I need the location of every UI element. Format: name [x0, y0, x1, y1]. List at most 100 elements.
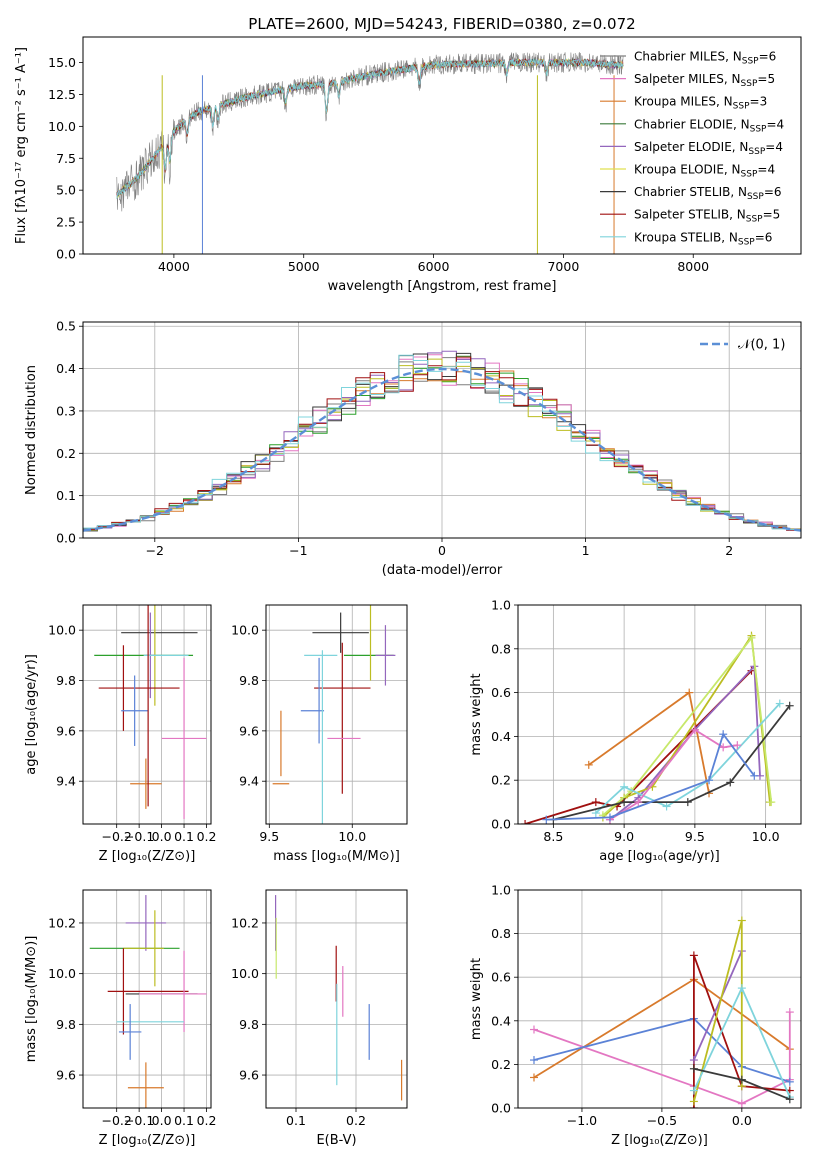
model-spectrum-line [116, 58, 624, 199]
y-tick-label: 7.5 [56, 151, 76, 166]
y-tick-label: 0.4 [491, 729, 511, 744]
axes-frame [517, 889, 802, 1109]
x-tick-label: −0.5 [647, 1113, 677, 1128]
y-tick-label: 0.5 [56, 319, 76, 334]
axes-frame [82, 604, 212, 825]
x-axis-label: wavelength [Angstrom, rest frame] [328, 279, 557, 294]
y-axis-label: mass weight [469, 673, 484, 755]
y-tick-label: 5.0 [56, 183, 76, 198]
x-tick-label: 0.0 [152, 829, 172, 844]
legend-label: Kroupa STELIB, NSSP=6 [634, 230, 772, 247]
legend-label: Kroupa MILES, NSSP=3 [634, 95, 767, 112]
y-tick-label: 9.8 [56, 673, 76, 688]
x-tick-label: −0.1 [124, 1113, 154, 1128]
x-axis-label: Z [log₁₀(Z/Z⊙)] [611, 1133, 708, 1148]
x-tick-label: 9.0 [614, 829, 634, 844]
y-tick-label: 10.0 [231, 623, 259, 638]
plot-area-massweight-vs-Z [529, 916, 794, 1108]
plot-area-age-vs-Z [94, 605, 207, 819]
x-tick-label: −0.1 [124, 829, 154, 844]
panel-spectrum: 4000 5000 6000 7000 8000 0.0 2.5 5.0 7.5 10.0 12.5… [14, 36, 802, 294]
axes-frame [265, 889, 408, 1109]
x-tick-label: 10.0 [338, 829, 366, 844]
y-tick-label: 10.0 [48, 966, 76, 981]
y-tick-label: 0.0 [491, 1101, 511, 1116]
mass-weight-series-line [693, 955, 790, 1108]
y-tick-label: 9.6 [239, 723, 259, 738]
plot-area-mass-vs-Z [89, 895, 207, 1108]
y-tick-label: 0.2 [56, 446, 76, 461]
y-axis-label: mass [log₁₀(M/M⊙)] [24, 936, 39, 1063]
x-tick-label: 0 [438, 543, 446, 558]
legend-label: Salpeter MILES, NSSP=5 [634, 72, 775, 89]
y-tick-label: 0.6 [491, 685, 511, 700]
axes-frame [517, 604, 802, 825]
x-tick-label: −1 [289, 543, 307, 558]
histogram-step-line [83, 356, 801, 531]
y-tick-label: 10.2 [231, 915, 259, 930]
y-axis-label: age [log₁₀(age/yr)] [24, 654, 39, 775]
x-tick-label: 0.2 [346, 1113, 366, 1128]
x-tick-label: −0.2 [102, 1113, 132, 1128]
y-tick-label: 9.6 [56, 1068, 76, 1083]
normal-curve-line [83, 367, 801, 532]
y-axis-label: Flux [fλ10⁻¹⁷ erg cm⁻² s⁻¹ A⁻¹] [14, 47, 29, 244]
plot-area-age-vs-mass [272, 605, 396, 824]
y-tick-label: 10.0 [231, 966, 259, 981]
y-tick-label: 0.0 [56, 247, 76, 262]
x-tick-label: 5000 [288, 259, 320, 274]
y-tick-label: 1.0 [491, 598, 511, 613]
x-tick-label: 10.0 [752, 829, 780, 844]
x-axis-label: (data-model)/error [382, 563, 503, 578]
x-axis-label: Z [log₁₀(Z/Z⊙)] [99, 1133, 196, 1148]
x-tick-label: 0.1 [174, 829, 194, 844]
x-tick-label: 0.0 [152, 1113, 172, 1128]
x-tick-label: 2 [725, 543, 733, 558]
y-axis-label: mass weight [469, 958, 484, 1040]
x-tick-label: 0.2 [197, 1113, 217, 1128]
panel-residuals: −2 −1 0 1 2 0.0 0.1 0.2 0.3 0.4 0.5 (data-model)/er… [24, 319, 802, 578]
plot-area-spectrum [116, 51, 624, 254]
mass-weight-series-line [533, 1017, 791, 1083]
y-tick-label: 0.4 [56, 361, 76, 376]
x-tick-label: 4000 [158, 259, 190, 274]
plot-area-mass-vs-EBV [275, 895, 403, 1101]
panel-mass-vs-EBV: 0.1 0.2 9.6 9.8 10.0 10.2 E(B-V) [231, 889, 408, 1148]
panel-age-vs-mass: 9.5 10.0 9.4 9.6 9.8 10.0 mass [log₁₀(M/M⊙)] [231, 604, 408, 864]
legend-label: Chabrier MILES, NSSP=6 [634, 50, 776, 67]
panel-massweight-vs-age: 8.5 9.0 9.5 10.0 0.0 0.2 0.4 0.6 0.8 1.0 age [log₁… [469, 598, 802, 864]
mass-weight-series-line [693, 950, 743, 1061]
axes-frame [82, 889, 212, 1109]
y-tick-label: 9.6 [56, 723, 76, 738]
histogram-step-line [83, 350, 801, 531]
y-tick-label: 10.0 [48, 623, 76, 638]
y-tick-label: 2.5 [56, 215, 76, 230]
x-tick-label: −0.2 [102, 829, 132, 844]
y-axis-label: Normed distribution [24, 365, 39, 495]
y-tick-label: 10.0 [48, 119, 76, 134]
axes-frame [82, 321, 802, 539]
y-tick-label: 0.0 [56, 531, 76, 546]
legend-label: Chabrier ELODIE, NSSP=4 [634, 117, 784, 134]
legend-label: Chabrier STELIB, NSSP=6 [634, 185, 782, 202]
panel-massweight-vs-Z: −1.0 −0.5 0.0 0.0 0.2 0.4 0.6 0.8 1.0 Z [log₁₀(Z/… [469, 883, 802, 1148]
y-tick-label: 9.8 [239, 1017, 259, 1032]
plot-area-residuals [83, 350, 801, 532]
y-tick-label: 9.8 [56, 1017, 76, 1032]
y-tick-label: 12.5 [48, 87, 76, 102]
x-tick-label: 9.5 [685, 829, 705, 844]
axes-frame [265, 604, 408, 825]
y-tick-label: 9.4 [239, 774, 259, 789]
legend-label-normal: 𝒩(0, 1) [738, 338, 785, 353]
spectrum-legend: Chabrier MILES, NSSP=6 Salpeter MILES, NS… [600, 50, 784, 247]
legend-label: Salpeter ELODIE, NSSP=4 [634, 140, 783, 157]
plot-area-massweight-vs-age [521, 631, 794, 824]
x-axis-label: mass [log₁₀(M/M⊙)] [273, 849, 400, 864]
x-tick-label: 8.5 [543, 829, 563, 844]
y-tick-label: 0.8 [491, 641, 511, 656]
x-tick-label: −1.0 [567, 1113, 597, 1128]
x-axis-label: Z [log₁₀(Z/Z⊙)] [99, 849, 196, 864]
legend-label: Kroupa ELODIE, NSSP=4 [634, 163, 775, 180]
y-tick-label: 0.3 [56, 403, 76, 418]
x-tick-label: 0.2 [197, 829, 217, 844]
